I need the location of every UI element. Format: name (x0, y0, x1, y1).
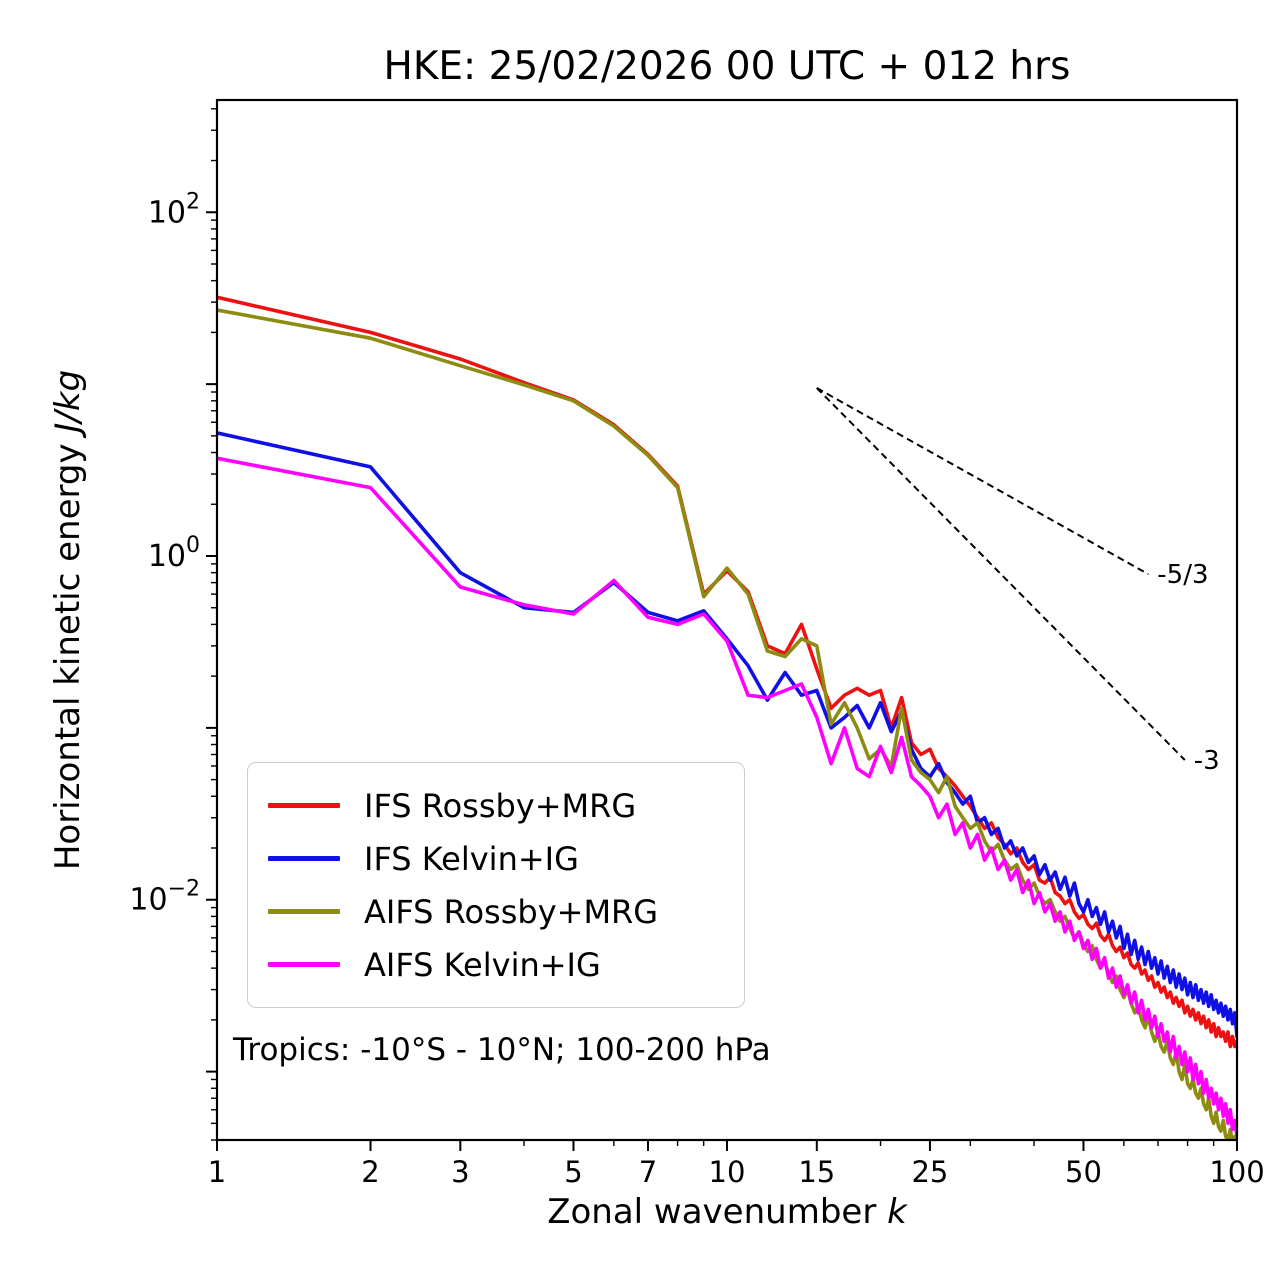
y-tick-label: 102 (148, 189, 200, 230)
x-axis-ticks: 1 2 3 5 7 10 15 25 50 100 (208, 1140, 1265, 1189)
x-tick-label: 2 (361, 1155, 379, 1189)
region-annotation: Tropics: -10°S - 10°N; 100-200 hPa (233, 1032, 771, 1068)
x-tick-label: 15 (798, 1155, 835, 1189)
x-tick-label: 7 (639, 1155, 657, 1189)
legend-line-swatch-magenta (268, 962, 340, 967)
ref-slope-line-5/3 (816, 387, 1149, 576)
x-tick-label: 5 (564, 1155, 582, 1189)
ref-slope-label: -5/3 (1157, 560, 1208, 590)
series-line-aifs-kelvin-ig (217, 456, 1237, 1139)
series-lines (217, 295, 1237, 1140)
legend: IFS Rossby+MRG IFS Kelvin+IG AIFS Rossby… (247, 762, 745, 1008)
legend-item: IFS Rossby+MRG (268, 779, 724, 832)
legend-item: IFS Kelvin+IG (268, 832, 724, 885)
series-line-ifs-rossby-mrg (217, 295, 1237, 1049)
x-tick-label: 100 (1209, 1155, 1264, 1189)
y-tick-label: 100 (148, 533, 200, 574)
legend-item: AIFS Kelvin+IG (268, 938, 724, 991)
ref-slope-line-3 (816, 387, 1186, 761)
x-tick-label: 3 (451, 1155, 469, 1189)
legend-label: AIFS Rossby+MRG (364, 892, 659, 931)
y-axis-ticks: 102 100 10−2 (129, 108, 217, 1141)
legend-line-swatch-olive (268, 909, 340, 914)
legend-label: IFS Rossby+MRG (364, 786, 637, 825)
chart-title: HKE: 25/02/2026 00 UTC + 012 hrs (383, 44, 1071, 89)
x-tick-label: 1 (208, 1155, 226, 1189)
x-axis-label: Zonal wavenumber k (217, 1192, 1237, 1232)
legend-item: AIFS Rossby+MRG (268, 885, 724, 938)
x-axis-label-text: Zonal wavenumber (547, 1192, 888, 1232)
legend-line-swatch-blue (268, 856, 340, 861)
x-axis-label-symbol: k (887, 1192, 907, 1232)
legend-label: IFS Kelvin+IG (364, 839, 579, 878)
y-tick-label: 10−2 (129, 877, 200, 918)
legend-label: AIFS Kelvin+IG (364, 945, 601, 984)
legend-line-swatch-red (268, 803, 340, 808)
series-line-aifs-rossby-mrg (217, 308, 1237, 1140)
ref-slope-label: -3 (1194, 746, 1220, 776)
x-tick-label: 10 (709, 1155, 746, 1189)
x-tick-label: 50 (1065, 1155, 1102, 1189)
x-tick-label: 25 (911, 1155, 948, 1189)
